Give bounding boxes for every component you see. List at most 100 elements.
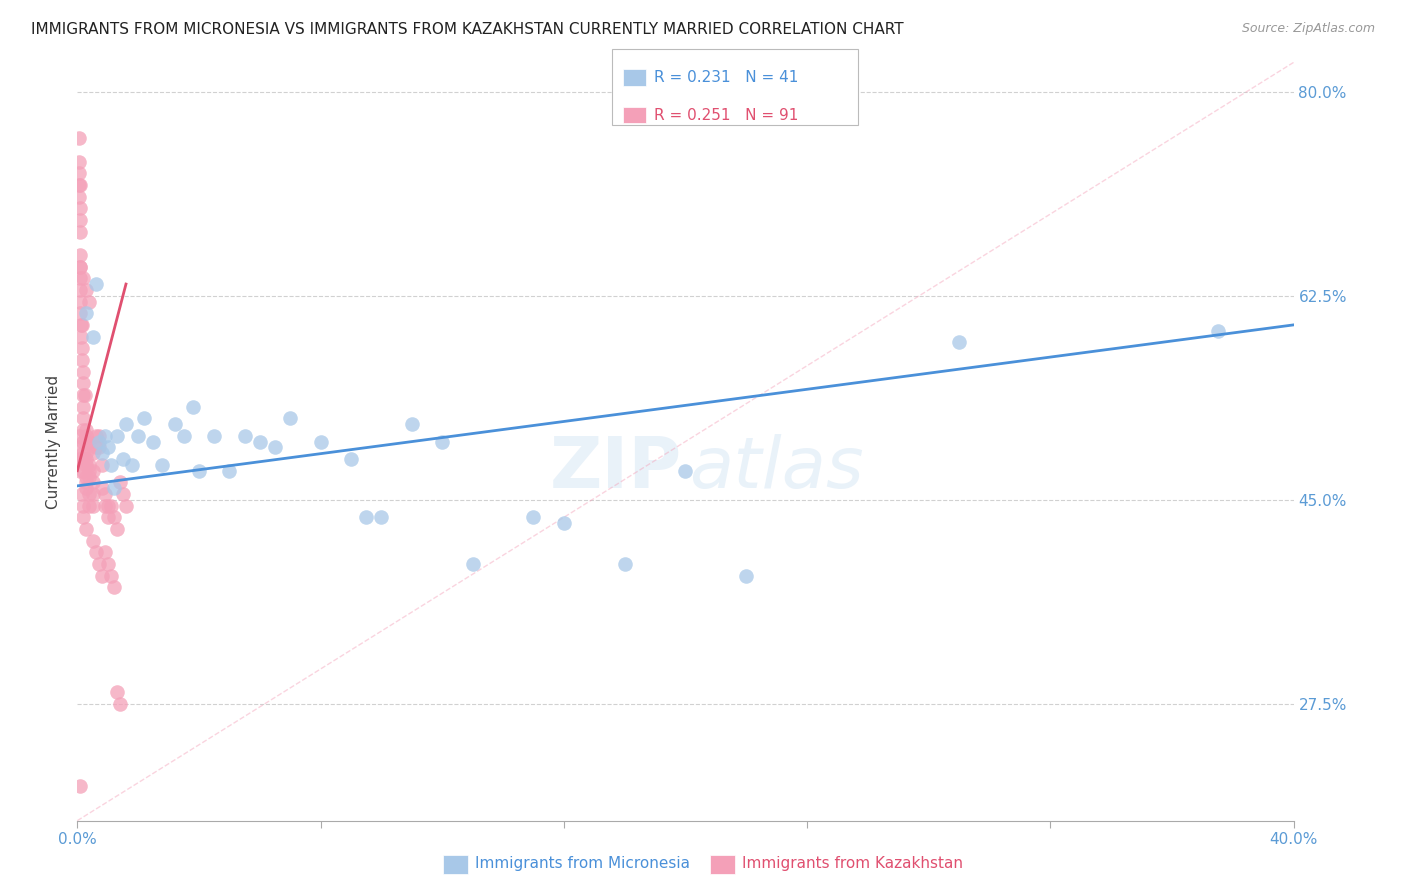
Point bbox=[82, 464, 104, 478]
Point bbox=[73, 388, 96, 402]
Point bbox=[87, 557, 110, 571]
Point bbox=[72, 388, 94, 402]
Point bbox=[522, 510, 544, 524]
Point bbox=[67, 131, 90, 145]
Point bbox=[340, 452, 363, 467]
Y-axis label: Currently Married: Currently Married bbox=[46, 375, 62, 508]
Point bbox=[70, 318, 93, 332]
Point bbox=[69, 306, 91, 320]
Point bbox=[142, 434, 165, 449]
Text: Immigrants from Micronesia: Immigrants from Micronesia bbox=[475, 856, 690, 871]
Point bbox=[93, 487, 115, 501]
Point bbox=[97, 441, 120, 455]
Point bbox=[553, 516, 575, 531]
Text: R = 0.251   N = 91: R = 0.251 N = 91 bbox=[654, 108, 799, 123]
Point bbox=[202, 428, 225, 442]
Point bbox=[67, 154, 90, 169]
Point bbox=[111, 452, 134, 467]
Point bbox=[84, 428, 107, 442]
Point bbox=[108, 475, 131, 490]
Point bbox=[72, 434, 94, 449]
Point bbox=[75, 475, 97, 490]
Point bbox=[103, 481, 125, 495]
Point bbox=[401, 417, 423, 431]
Point bbox=[75, 434, 97, 449]
Point bbox=[75, 446, 97, 460]
Text: Immigrants from Kazakhstan: Immigrants from Kazakhstan bbox=[742, 856, 963, 871]
Point bbox=[218, 464, 240, 478]
Point bbox=[249, 434, 271, 449]
Point bbox=[75, 469, 97, 483]
Point bbox=[90, 458, 112, 472]
Point bbox=[72, 365, 94, 379]
Text: ZIP: ZIP bbox=[550, 434, 682, 502]
Point bbox=[97, 510, 120, 524]
Point bbox=[67, 428, 90, 442]
Point bbox=[67, 178, 90, 192]
Point bbox=[75, 423, 97, 437]
Point bbox=[72, 423, 94, 437]
Point bbox=[69, 452, 91, 467]
Point bbox=[105, 685, 128, 699]
Point bbox=[72, 464, 94, 478]
Point bbox=[70, 487, 93, 501]
Point bbox=[72, 400, 94, 414]
Point bbox=[79, 458, 101, 472]
Point bbox=[84, 277, 107, 291]
Point bbox=[100, 499, 122, 513]
Point bbox=[93, 545, 115, 559]
Point bbox=[69, 779, 91, 793]
Point bbox=[152, 458, 174, 472]
Point bbox=[72, 510, 94, 524]
Point bbox=[134, 411, 156, 425]
Point bbox=[72, 411, 94, 425]
Point bbox=[87, 428, 110, 442]
Point bbox=[127, 428, 149, 442]
Point bbox=[1206, 324, 1229, 338]
Point bbox=[75, 522, 97, 536]
Point bbox=[69, 213, 91, 227]
Point bbox=[115, 499, 138, 513]
Point bbox=[87, 441, 110, 455]
Point bbox=[105, 522, 128, 536]
Point bbox=[108, 697, 131, 711]
Point bbox=[82, 446, 104, 460]
Point bbox=[105, 428, 128, 442]
Point bbox=[675, 464, 697, 478]
Point bbox=[79, 487, 101, 501]
Point bbox=[67, 189, 90, 203]
Point bbox=[100, 568, 122, 582]
Text: R = 0.231   N = 41: R = 0.231 N = 41 bbox=[654, 70, 799, 85]
Point bbox=[79, 294, 101, 309]
Point bbox=[93, 428, 115, 442]
Point bbox=[613, 557, 636, 571]
Point bbox=[70, 352, 93, 367]
Point bbox=[69, 201, 91, 215]
Point bbox=[90, 446, 112, 460]
Text: IMMIGRANTS FROM MICRONESIA VS IMMIGRANTS FROM KAZAKHSTAN CURRENTLY MARRIED CORRE: IMMIGRANTS FROM MICRONESIA VS IMMIGRANTS… bbox=[31, 22, 904, 37]
Point bbox=[69, 283, 91, 297]
Point bbox=[72, 376, 94, 391]
Point bbox=[75, 428, 97, 442]
Point bbox=[84, 441, 107, 455]
Point bbox=[82, 533, 104, 548]
Point bbox=[67, 166, 90, 180]
Point bbox=[69, 248, 91, 262]
Point bbox=[72, 452, 94, 467]
Point bbox=[69, 260, 91, 274]
Point bbox=[67, 441, 90, 455]
Point bbox=[82, 499, 104, 513]
Point bbox=[75, 452, 97, 467]
Point bbox=[82, 475, 104, 490]
Point bbox=[93, 499, 115, 513]
Point bbox=[82, 329, 104, 343]
Point bbox=[735, 568, 758, 582]
Point bbox=[79, 434, 101, 449]
Point bbox=[69, 225, 91, 239]
Point bbox=[163, 417, 186, 431]
Point bbox=[84, 545, 107, 559]
Point bbox=[79, 464, 101, 478]
Text: atlas: atlas bbox=[689, 434, 863, 502]
Point bbox=[87, 434, 110, 449]
Point bbox=[90, 568, 112, 582]
